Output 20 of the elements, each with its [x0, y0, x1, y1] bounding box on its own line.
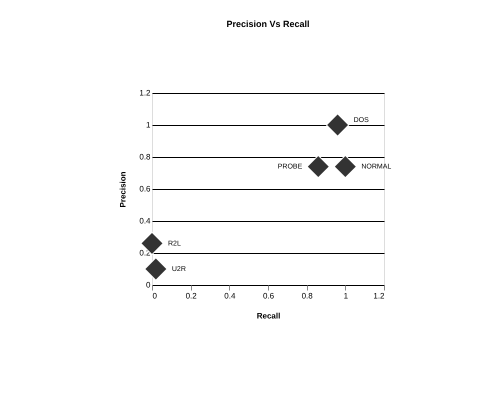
x-tick-label: 0.2: [186, 292, 198, 300]
point: [326, 113, 350, 137]
x-tick-label: 0.4: [224, 292, 236, 300]
y-tick-label: 0.6: [139, 184, 152, 194]
x-tick-label: 0.8: [302, 292, 314, 300]
point: [306, 154, 330, 178]
y-tick-label: 0.4: [139, 216, 152, 226]
x-tick-label: 1: [344, 292, 349, 300]
y-axis-title: Precision: [118, 171, 128, 208]
x-axis-title: Recall: [256, 312, 280, 320]
point: [144, 257, 168, 281]
x-tick-label: 1.2: [373, 292, 386, 300]
y-tick-label: 0.8: [139, 152, 152, 162]
x-tick-label: 0: [152, 292, 158, 300]
y-tick-label: 0: [146, 280, 152, 290]
chart-title: Precision Vs Recall: [226, 19, 310, 29]
y-tick-label: 1.2: [139, 88, 152, 98]
point: [334, 154, 358, 178]
y-tick-label: 1: [146, 120, 152, 130]
x-tick-label: 0.6: [262, 292, 275, 300]
